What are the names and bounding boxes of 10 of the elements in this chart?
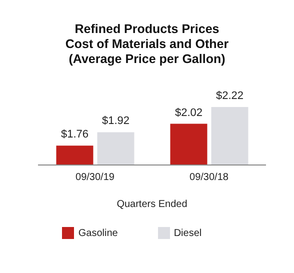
x-axis-title: Quarters Ended [116,199,188,210]
x-tick-label: 09/30/19 [76,172,115,184]
data-label: $1.76 [60,128,89,141]
data-label: $2.02 [174,106,203,119]
data-label: $1.92 [102,115,130,128]
legend-label: Diesel [174,228,202,239]
legend-label: Gasoline [78,228,118,239]
data-label: $2.22 [216,90,244,102]
chart-title: Refined Products Prices Cost of Materials and Other (Average Price per Gallon) [64,21,230,67]
x-tick-label: 09/30/18 [190,172,229,184]
